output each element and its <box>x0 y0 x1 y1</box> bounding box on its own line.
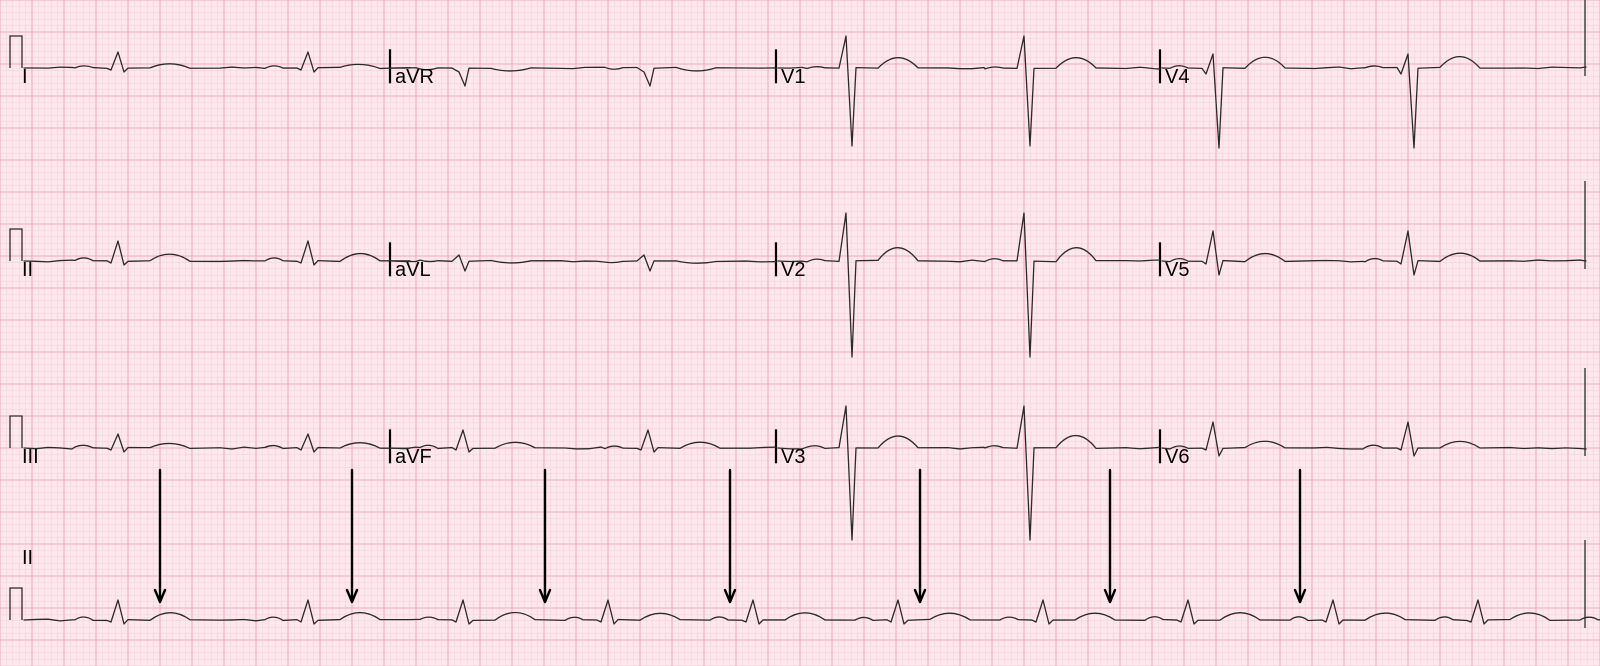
lead-label-i: I <box>22 66 28 89</box>
lead-label-avl: aVL <box>395 259 431 282</box>
annotation-arrow <box>155 470 165 602</box>
annotation-arrow <box>1105 470 1115 602</box>
annotation-arrow <box>725 470 735 602</box>
lead-label-ii: II <box>22 259 33 282</box>
lead-label-avr: aVR <box>395 66 434 89</box>
lead-label-avf: aVF <box>395 446 432 469</box>
annotation-arrow <box>1295 470 1305 602</box>
lead-label-v1: V1 <box>781 66 805 89</box>
lead-label-v6: V6 <box>1165 446 1189 469</box>
ecg-figure: IaVR V1 V4 II aVL V2 V5 III aVF V3 V6 II <box>0 0 1600 666</box>
annotation-arrow <box>347 470 357 602</box>
ecg-annotations <box>0 0 1600 666</box>
lead-label-iii: III <box>22 446 39 469</box>
lead-label-v5: V5 <box>1165 259 1189 282</box>
lead-label-ii: II <box>22 547 33 570</box>
lead-label-v4: V4 <box>1165 66 1189 89</box>
lead-label-v3: V3 <box>781 446 805 469</box>
annotation-arrow <box>540 470 550 602</box>
lead-label-v2: V2 <box>781 259 805 282</box>
annotation-arrow <box>915 470 925 602</box>
